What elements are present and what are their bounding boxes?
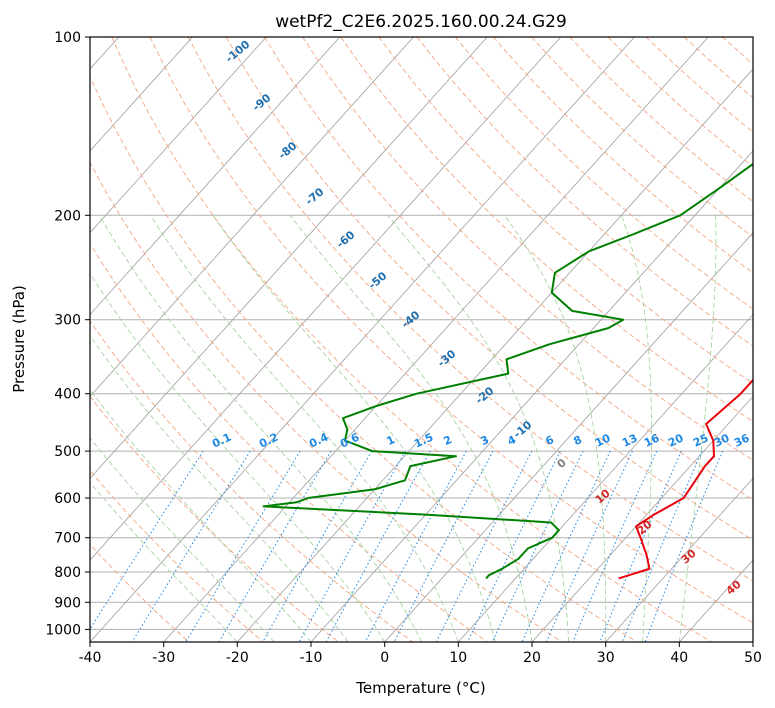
isotherm-line xyxy=(90,37,267,234)
x-tick-label: -20 xyxy=(226,650,249,666)
y-tick-label: 400 xyxy=(54,387,81,403)
y-tick-label: 200 xyxy=(54,208,81,224)
axes: -40 -30 -20 -10 0 10 20 30 40 50 100 200 300 400 500 60… xyxy=(45,30,762,666)
moist-adiabat-line xyxy=(621,215,653,642)
mixing-ratio-label: 36 xyxy=(732,431,752,449)
y-tick-label: 800 xyxy=(54,565,81,581)
isotherm-line xyxy=(90,37,193,152)
mixing-ratio-line xyxy=(521,450,611,642)
mixing-ratio-line xyxy=(644,450,724,642)
temperature-line xyxy=(618,271,753,580)
isotherm-line xyxy=(458,313,753,642)
dry-adiabat-line xyxy=(378,37,753,384)
dry-adiabat-line xyxy=(90,320,414,642)
dry-adiabat-line xyxy=(264,37,753,501)
x-tick-label: 20 xyxy=(523,650,541,666)
x-tick-label: -10 xyxy=(300,650,323,666)
mixing-ratio-line xyxy=(545,450,633,642)
isotherm-line xyxy=(605,477,753,642)
isotherm-line xyxy=(90,37,488,479)
dry-adiabat-line xyxy=(302,37,753,461)
moist-adiabat-line xyxy=(504,215,607,642)
y-tick-label: 700 xyxy=(54,531,81,547)
moist-adiabat-line xyxy=(90,388,312,642)
isotherm-line xyxy=(90,37,562,561)
dry-adiabat-line xyxy=(90,75,638,642)
mixing-ratio-line xyxy=(467,450,561,642)
moist-adiabat-line xyxy=(289,215,533,642)
mixing-ratio-line xyxy=(621,450,703,642)
dry-adiabat-line xyxy=(90,242,488,642)
x-tick-label: 0 xyxy=(380,650,389,666)
dry-adiabat-line xyxy=(340,37,753,423)
y-tick-label: 600 xyxy=(54,491,81,507)
dry-adiabat-line xyxy=(90,543,190,642)
isotherm-line xyxy=(163,37,709,642)
mixing-ratio-label: 20 xyxy=(666,431,686,449)
mixing-ratio-label: 13 xyxy=(620,431,639,449)
x-axis-label: Temperature (°C) xyxy=(355,679,485,697)
mixing-ratio-line xyxy=(262,450,373,642)
mixing-ratio-label: 25 xyxy=(691,431,710,449)
y-tick-label: 1000 xyxy=(45,622,81,638)
mixing-ratio-line xyxy=(491,450,584,642)
mixing-ratio-label: 16 xyxy=(642,431,662,449)
y-tick-label: 900 xyxy=(54,595,81,611)
dewpoint-line xyxy=(262,162,753,580)
plot-frame xyxy=(89,36,754,643)
mixing-ratio-label: 10 xyxy=(593,431,613,449)
plot-area xyxy=(90,37,753,642)
x-tick-label: -40 xyxy=(79,650,102,666)
moist-adiabat-line xyxy=(90,437,275,642)
isotherm-line xyxy=(531,395,753,642)
y-axis-label: Pressure (hPa) xyxy=(10,285,28,393)
moist-adiabat-line xyxy=(150,215,459,642)
moist-adiabat-line xyxy=(678,215,717,642)
isotherm-line xyxy=(384,232,753,642)
isotherm-line xyxy=(90,37,341,316)
x-tick-label: 30 xyxy=(597,650,615,666)
chart-title: wetPf2_C2E6.2025.160.00.24.G29 xyxy=(275,12,567,32)
dry-adiabat-line xyxy=(90,395,339,642)
mixing-ratio-label: 30 xyxy=(712,431,732,449)
dry-adiabat-line xyxy=(416,37,753,347)
mixing-ratio-line xyxy=(435,450,533,642)
mixing-ratio-line xyxy=(131,450,251,642)
moist-adiabat-line xyxy=(90,272,386,642)
x-tick-label: -30 xyxy=(152,650,175,666)
mixing-ratio-line xyxy=(298,450,406,642)
x-tick-label: 50 xyxy=(744,650,762,666)
moist-adiabat-line xyxy=(212,215,496,642)
isotherm-line xyxy=(90,37,414,398)
x-tick-label: 40 xyxy=(670,650,688,666)
y-tick-label: 100 xyxy=(54,30,81,46)
mixing-ratio-line xyxy=(393,450,494,642)
moist-adiabat-line xyxy=(99,215,422,642)
dry-adiabat-line xyxy=(111,37,712,642)
moist-adiabat-line xyxy=(90,334,349,642)
mixing-ratio-line xyxy=(364,450,467,642)
y-tick-label: 300 xyxy=(54,313,81,329)
moist-adiabat-line xyxy=(90,481,238,642)
dry-adiabat-line xyxy=(149,37,753,624)
isotherm-line xyxy=(237,68,753,642)
y-tick-label: 500 xyxy=(54,444,81,460)
mixing-ratio-line xyxy=(325,450,431,642)
isotherm-line xyxy=(310,150,753,642)
x-tick-label: 10 xyxy=(449,650,467,666)
dry-adiabat-line xyxy=(90,469,264,642)
